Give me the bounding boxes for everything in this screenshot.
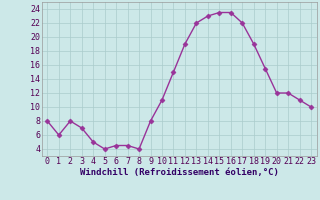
- X-axis label: Windchill (Refroidissement éolien,°C): Windchill (Refroidissement éolien,°C): [80, 168, 279, 177]
